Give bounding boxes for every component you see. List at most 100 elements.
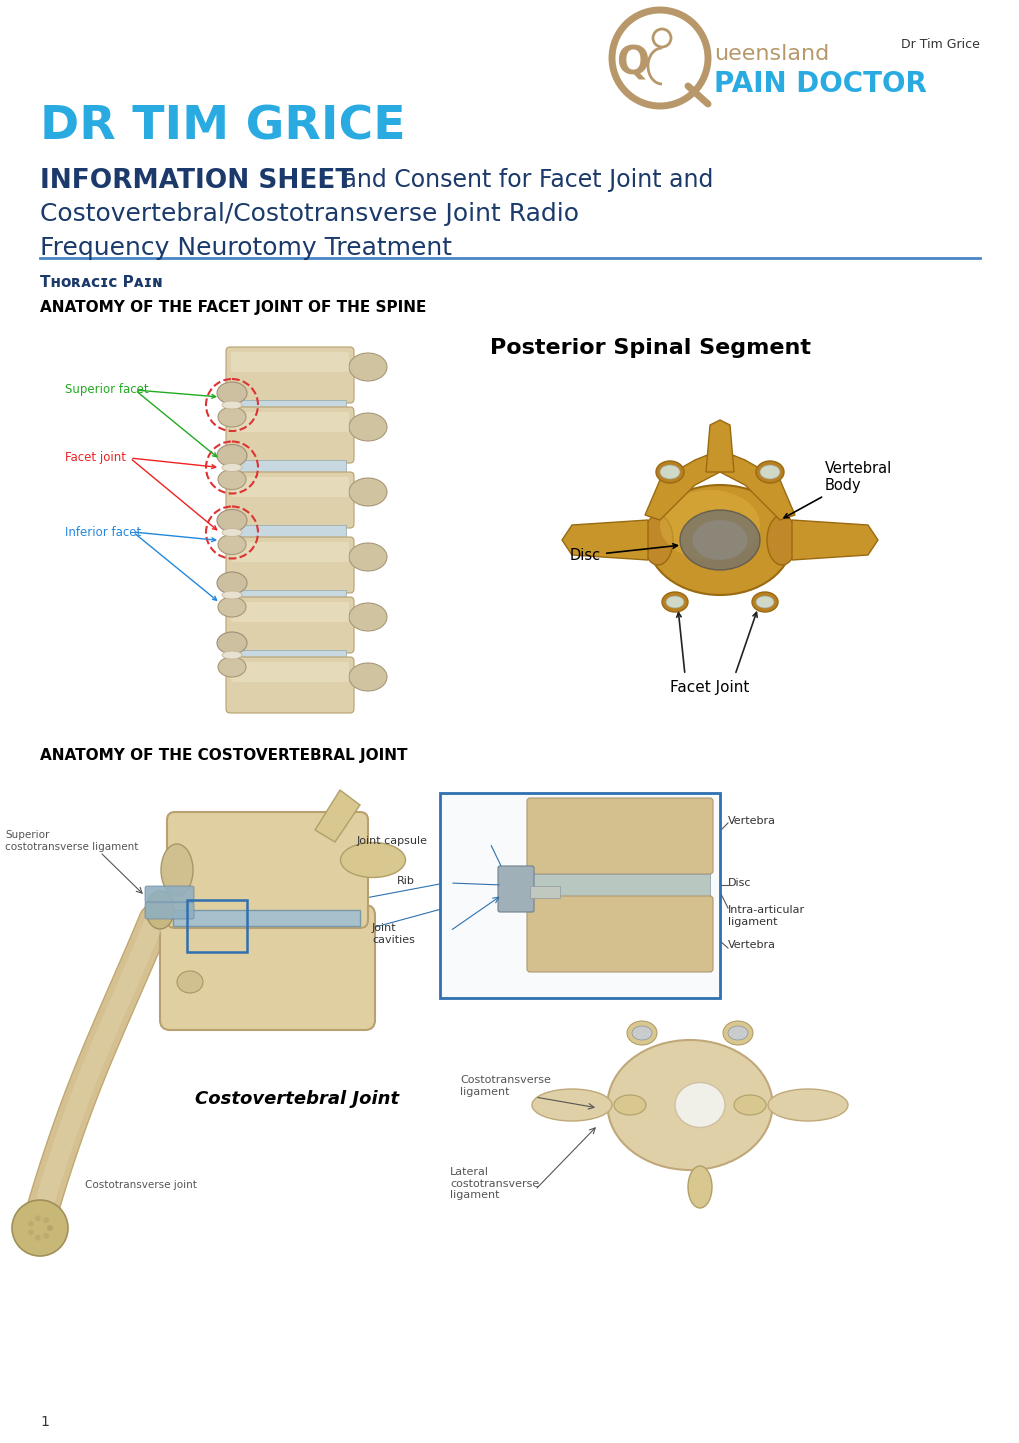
- Ellipse shape: [692, 519, 747, 560]
- Circle shape: [28, 1229, 34, 1235]
- Ellipse shape: [734, 1095, 765, 1115]
- Ellipse shape: [222, 463, 242, 472]
- FancyBboxPatch shape: [230, 352, 348, 372]
- Text: Vertebra: Vertebra: [728, 939, 775, 949]
- Ellipse shape: [728, 1026, 747, 1040]
- Text: Costovertebral Joint: Costovertebral Joint: [195, 1089, 398, 1108]
- Ellipse shape: [675, 1082, 725, 1127]
- Ellipse shape: [680, 509, 759, 570]
- FancyBboxPatch shape: [167, 812, 368, 928]
- Circle shape: [47, 1225, 53, 1231]
- Ellipse shape: [348, 413, 386, 442]
- FancyBboxPatch shape: [160, 905, 375, 1030]
- Text: PAIN DOCTOR: PAIN DOCTOR: [713, 71, 926, 98]
- Ellipse shape: [218, 407, 246, 427]
- Text: Costotransverse joint: Costotransverse joint: [85, 1180, 197, 1190]
- Text: Lateral
costotransverse
ligament: Lateral costotransverse ligament: [449, 1167, 539, 1201]
- Bar: [233, 400, 345, 414]
- Polygon shape: [705, 420, 734, 472]
- Text: Intra-articular
ligament: Intra-articular ligament: [728, 905, 804, 926]
- Text: Posterior Spinal Segment: Posterior Spinal Segment: [489, 338, 810, 358]
- Text: 1: 1: [40, 1416, 49, 1429]
- Ellipse shape: [613, 1095, 645, 1115]
- Ellipse shape: [659, 491, 759, 560]
- FancyBboxPatch shape: [226, 657, 354, 713]
- Ellipse shape: [161, 844, 193, 896]
- Bar: [530, 874, 709, 896]
- Ellipse shape: [751, 592, 777, 612]
- Circle shape: [35, 1215, 41, 1221]
- FancyBboxPatch shape: [226, 407, 354, 463]
- Ellipse shape: [348, 662, 386, 691]
- FancyBboxPatch shape: [527, 896, 712, 973]
- FancyBboxPatch shape: [230, 478, 348, 496]
- Text: Superior
costotransverse ligament: Superior costotransverse ligament: [5, 830, 139, 851]
- Text: Vertebral
Body: Vertebral Body: [784, 460, 892, 518]
- Ellipse shape: [722, 1022, 752, 1045]
- Ellipse shape: [659, 465, 680, 479]
- Circle shape: [35, 1235, 41, 1241]
- Ellipse shape: [607, 1040, 771, 1170]
- Polygon shape: [791, 519, 877, 560]
- Ellipse shape: [222, 651, 242, 659]
- Ellipse shape: [348, 354, 386, 381]
- Ellipse shape: [348, 543, 386, 571]
- Bar: [439, 794, 719, 999]
- Circle shape: [43, 1218, 49, 1224]
- Ellipse shape: [647, 485, 792, 595]
- Ellipse shape: [177, 971, 203, 993]
- FancyBboxPatch shape: [226, 597, 354, 654]
- FancyBboxPatch shape: [230, 602, 348, 622]
- Text: Facet Joint: Facet Joint: [669, 680, 749, 696]
- Text: Q: Q: [615, 43, 648, 82]
- Text: ANATOMY OF THE FACET JOINT OF THE SPINE: ANATOMY OF THE FACET JOINT OF THE SPINE: [40, 300, 426, 315]
- Ellipse shape: [340, 843, 406, 877]
- Ellipse shape: [632, 1026, 651, 1040]
- FancyBboxPatch shape: [145, 886, 194, 903]
- Ellipse shape: [642, 515, 673, 566]
- Circle shape: [28, 1221, 34, 1227]
- Text: Joint capsule: Joint capsule: [357, 835, 428, 846]
- Ellipse shape: [755, 596, 773, 608]
- Text: ANATOMY OF THE COSTOVERTEBRAL JOINT: ANATOMY OF THE COSTOVERTEBRAL JOINT: [40, 747, 408, 763]
- Ellipse shape: [348, 603, 386, 631]
- Bar: [233, 525, 345, 540]
- Text: Facet joint: Facet joint: [65, 452, 126, 465]
- Circle shape: [12, 1201, 68, 1255]
- FancyBboxPatch shape: [230, 662, 348, 683]
- FancyBboxPatch shape: [497, 866, 534, 912]
- Ellipse shape: [218, 469, 246, 489]
- Bar: [186, 900, 247, 952]
- Bar: [530, 886, 559, 898]
- Ellipse shape: [217, 571, 247, 595]
- Circle shape: [43, 1232, 49, 1240]
- Text: Rib: Rib: [396, 876, 415, 886]
- Ellipse shape: [348, 478, 386, 506]
- Text: Inferior facet: Inferior facet: [65, 525, 141, 538]
- Ellipse shape: [218, 534, 246, 554]
- Text: and Consent for Facet Joint and: and Consent for Facet Joint and: [334, 167, 712, 192]
- Text: Costotransverse
ligament: Costotransverse ligament: [460, 1075, 550, 1097]
- Bar: [233, 460, 345, 473]
- Text: Disc: Disc: [570, 544, 677, 563]
- Text: Tʜᴏʀᴀᴄɪᴄ Pᴀɪɴ: Tʜᴏʀᴀᴄɪᴄ Pᴀɪɴ: [40, 276, 163, 290]
- Ellipse shape: [217, 509, 247, 531]
- Polygon shape: [561, 519, 647, 560]
- Text: Superior facet: Superior facet: [65, 384, 149, 397]
- Ellipse shape: [217, 382, 247, 404]
- Ellipse shape: [755, 460, 784, 483]
- Ellipse shape: [661, 592, 688, 612]
- Ellipse shape: [222, 592, 242, 599]
- Ellipse shape: [767, 1089, 847, 1121]
- FancyBboxPatch shape: [230, 413, 348, 431]
- Ellipse shape: [688, 1166, 711, 1208]
- FancyBboxPatch shape: [145, 902, 194, 919]
- Text: Costovertebral/Costotransverse Joint Radio: Costovertebral/Costotransverse Joint Rad…: [40, 202, 579, 227]
- Ellipse shape: [532, 1089, 611, 1121]
- Polygon shape: [644, 450, 794, 519]
- Ellipse shape: [218, 657, 246, 677]
- Text: Dr Tim Grice: Dr Tim Grice: [900, 38, 979, 51]
- Ellipse shape: [759, 465, 780, 479]
- Bar: [173, 911, 360, 926]
- Text: Joint
cavities: Joint cavities: [372, 924, 415, 945]
